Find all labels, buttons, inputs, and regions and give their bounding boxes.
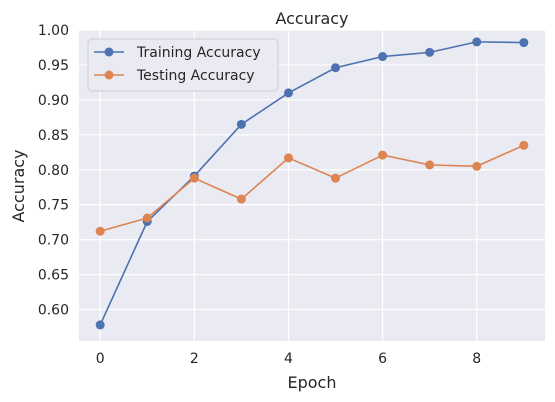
y-tick-label: 0.95: [38, 58, 69, 74]
y-tick-label: 1.00: [38, 23, 69, 39]
x-tick-label: 0: [96, 351, 105, 367]
data-point-1: [95, 226, 105, 236]
y-tick-label: 0.90: [38, 93, 69, 109]
data-point-1: [425, 160, 435, 170]
x-tick-label: 8: [472, 351, 481, 367]
data-point-0: [425, 47, 435, 57]
x-tick-labels: 0 2 4 6 8: [96, 351, 481, 367]
data-point-0: [519, 38, 529, 48]
y-tick-label: 0.60: [38, 303, 69, 319]
y-tick-label: 0.65: [38, 268, 69, 284]
data-point-0: [95, 320, 105, 330]
data-point-1: [378, 150, 388, 160]
data-point-1: [142, 213, 152, 223]
grid: [79, 29, 545, 341]
series-layer: [95, 37, 529, 330]
data-point-1: [472, 161, 482, 171]
x-tick-label: 6: [378, 351, 387, 367]
data-point-1: [331, 173, 341, 183]
y-tick-label: 0.80: [38, 163, 69, 179]
series-line-1: [99, 144, 525, 233]
legend-box: [87, 38, 279, 92]
y-tick-label: 0.70: [38, 233, 69, 249]
y-tick-label: 0.75: [38, 198, 69, 214]
legend-training-label: Training Accuracy: [136, 45, 261, 61]
x-tick-label: 2: [190, 351, 199, 367]
data-point-1: [236, 194, 246, 204]
legend-testing-label: Testing Accuracy: [136, 68, 255, 84]
data-point-0: [283, 88, 293, 98]
data-point-0: [331, 63, 341, 73]
data-point-1: [189, 173, 199, 183]
data-point-0: [472, 37, 482, 47]
data-point-0: [378, 52, 388, 62]
data-point-0: [236, 119, 246, 129]
x-tick-label: 4: [284, 351, 293, 367]
chart-title: Accuracy: [275, 9, 348, 28]
y-axis-label: Accuracy: [9, 149, 28, 222]
data-point-1: [519, 140, 529, 150]
y-tick-label: 0.85: [38, 128, 69, 144]
legend: Training Accuracy Testing Accuracy: [87, 38, 279, 92]
legend-training-marker: [104, 47, 114, 57]
data-point-1: [283, 153, 293, 163]
x-axis-label: Epoch: [288, 373, 337, 392]
legend-testing-marker: [104, 70, 114, 80]
y-tick-labels: 0.60 0.65 0.70 0.75 0.80 0.85 0.90 0.95 1.00: [38, 23, 69, 319]
